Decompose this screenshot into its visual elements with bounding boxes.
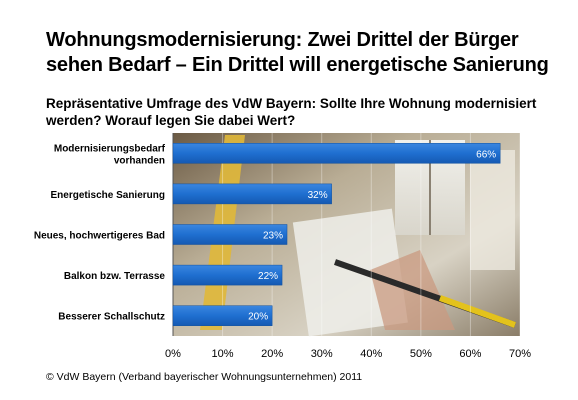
- x-tick-label: 30%: [311, 348, 333, 360]
- category-label-line: Modernisierungsbedarf: [54, 143, 166, 154]
- x-tick-label: 70%: [509, 348, 531, 360]
- category-label-line: Balkon bzw. Terrasse: [64, 271, 166, 282]
- category-label-line: Energetische Sanierung: [51, 190, 165, 201]
- x-tick-label: 50%: [410, 348, 432, 360]
- bar-value-label: 22%: [258, 271, 278, 282]
- bar: [172, 305, 273, 326]
- x-tick-label: 0%: [165, 348, 181, 360]
- title-line-2: sehen Bedarf – Ein Drittel will energeti…: [46, 54, 549, 76]
- category-label-line: Besserer Schallschutz: [58, 312, 165, 323]
- category-labels: Modernisierungsbedarf vorhanden Energetisc…: [34, 143, 166, 322]
- bar-value-label: 20%: [248, 312, 268, 323]
- x-tick-label: 60%: [459, 348, 481, 360]
- title-line-1: Wohnungsmodernisierung: Zwei Drittel der…: [46, 29, 519, 51]
- x-tick-label: 20%: [261, 348, 283, 360]
- bars-group: 66% 32% 23% 22% 20%: [172, 143, 501, 326]
- category-label: Balkon bzw. Terrasse: [64, 271, 166, 282]
- x-tick-label: 40%: [360, 348, 382, 360]
- category-label-line: vorhanden: [114, 155, 165, 166]
- bar-value-label: 23%: [263, 231, 283, 242]
- bar: [172, 143, 501, 164]
- x-tick-label: 10%: [212, 348, 234, 360]
- x-axis-ticks: 0% 10% 20% 30% 40% 50% 60% 70%: [165, 348, 531, 360]
- category-label: Energetische Sanierung: [51, 190, 165, 201]
- bar: [172, 264, 283, 286]
- category-label: Besserer Schallschutz: [58, 312, 165, 323]
- chart-subtitle: Repräsentative Umfrage des VdW Bayern: S…: [46, 96, 537, 128]
- bar: [172, 183, 332, 205]
- bar-value-label: 66%: [476, 149, 496, 160]
- category-label-line: Neues, hochwertigeres Bad: [34, 231, 165, 242]
- chart-title: Wohnungsmodernisierung: Zwei Drittel der…: [46, 28, 566, 78]
- bar: [172, 224, 288, 245]
- background-photo: [173, 133, 520, 337]
- bar-value-label: 32%: [308, 190, 328, 201]
- category-label: Modernisierungsbedarf vorhanden: [54, 143, 166, 166]
- copyright-footer: © VdW Bayern (Verband bayerischer Wohnun…: [46, 371, 363, 383]
- category-label: Neues, hochwertigeres Bad: [34, 231, 165, 242]
